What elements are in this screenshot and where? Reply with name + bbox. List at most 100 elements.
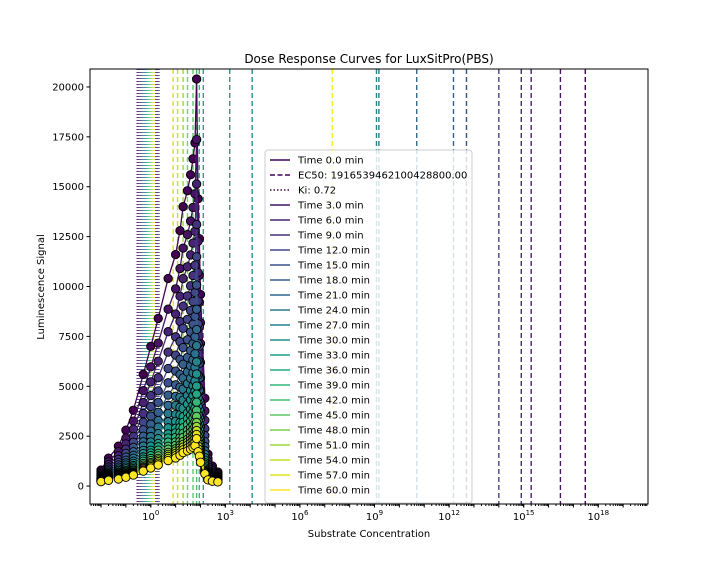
data-point [170,309,181,319]
data-point [163,327,173,337]
x-tick-label: 109 [366,509,383,523]
data-series [96,74,223,487]
data-point [182,291,193,301]
legend-label: Time 18.0 min [297,276,370,287]
data-point [191,219,202,230]
data-point [163,304,173,314]
data-point [175,263,185,274]
legend-entry: Time 3.0 min [270,201,364,212]
legend-label: Time 15.0 min [297,261,370,272]
legend-entry: Time 57.0 min [270,471,370,482]
legend-entry: Time 54.0 min [270,456,370,467]
legend-label: EC50: 1916539462100428800.00 [298,171,467,182]
data-point [153,356,163,366]
x-tick-label: 103 [217,509,234,523]
data-point [191,357,202,367]
data-point [153,338,163,348]
legend-label: Time 30.0 min [297,336,370,347]
legend-entry: Time 21.0 min [270,291,370,302]
legend-label: Time 48.0 min [297,426,370,437]
data-point [146,401,156,412]
data-point [191,280,202,290]
legend-entry: Time 6.0 min [270,216,364,227]
data-point [113,474,124,484]
data-point [191,179,202,189]
y-tick-label: 15000 [52,182,84,193]
legend-label: Time 21.0 min [297,291,370,302]
legend: Time 0.0 min EC50: 1916539462100428800.00… [264,149,473,504]
y-tick-label: 2500 [59,432,84,443]
legend-entry: Time 9.0 min [270,231,364,242]
x-tick-label: 100 [142,509,159,523]
data-point [185,170,196,180]
data-point [190,287,200,298]
legend-label: Time 3.0 min [297,201,364,212]
legend-label: Time 57.0 min [297,471,370,482]
data-point [190,349,200,359]
legend-entry: Time 15.0 min [270,261,370,272]
data-point [163,390,173,400]
data-point [191,341,202,351]
data-point [175,225,185,236]
legend-entry: Time 60.0 min [270,486,370,497]
y-tick-label: 12500 [52,232,84,243]
data-point [191,389,202,399]
data-point [195,457,206,467]
legend-entry: Time 39.0 min [270,381,370,392]
x-tick-label: 106 [291,509,309,523]
data-point [213,477,223,487]
data-point [190,189,200,199]
legend-label: Time 54.0 min [297,456,370,467]
data-point [178,202,188,212]
data-point [182,262,193,272]
x-tick-label: 1018 [587,509,609,523]
x-axis-label: Substrate Concentration [308,529,430,540]
legend-label: Time 0.0 min [297,156,364,167]
legend-entry: Time 18.0 min [270,276,370,287]
data-point [170,284,181,294]
ki-lines [136,69,160,504]
legend-label: Time 6.0 min [297,216,364,227]
legend-label: Time 12.0 min [297,246,370,257]
x-tick-label: 1012 [438,509,460,523]
data-point [103,475,114,485]
legend-label: Time 27.0 min [297,321,370,332]
x-tick-label: 1015 [513,509,535,523]
legend-label: Time 24.0 min [297,306,370,317]
data-point [153,386,163,396]
y-tick-label: 7500 [59,332,84,343]
data-point [170,249,181,260]
legend-entry: Time 24.0 min [270,306,370,317]
legend-label: Time 42.0 min [297,396,370,407]
data-point [191,304,202,314]
legend-entry: Time 45.0 min [270,411,370,422]
legend-label: Ki: 0.72 [298,186,336,197]
data-point [163,273,173,284]
legend-label: Time 45.0 min [297,411,370,422]
legend-label: Time 51.0 min [297,441,370,452]
legend-entry: Time 48.0 min [270,426,370,437]
data-point [146,362,156,372]
legend-label: Time 39.0 min [297,381,370,392]
data-point [153,373,163,383]
legend-entry: Time 42.0 min [270,396,370,407]
legend-entry: Time 0.0 min [270,156,364,167]
data-point [138,369,148,379]
data-point [146,390,156,401]
data-point [153,313,163,324]
data-point [178,301,188,311]
legend-entry: Time 27.0 min [270,321,370,332]
legend-label: Time 60.0 min [297,486,370,497]
legend-entry: Time 30.0 min [270,336,370,347]
legend-box [264,149,473,504]
data-point [96,476,106,487]
y-tick-label: 17500 [52,132,84,143]
data-point [178,323,188,333]
axes: 100 103 106 109 1012 1015 1018 0 2500 5000 7500 100… [52,68,649,523]
series-time-3 [96,134,223,479]
data-point [178,273,188,284]
data-point [190,260,200,270]
data-point [146,377,156,387]
data-point [153,397,163,408]
legend-entry: EC50: 1916539462100428800.00 [270,171,467,182]
